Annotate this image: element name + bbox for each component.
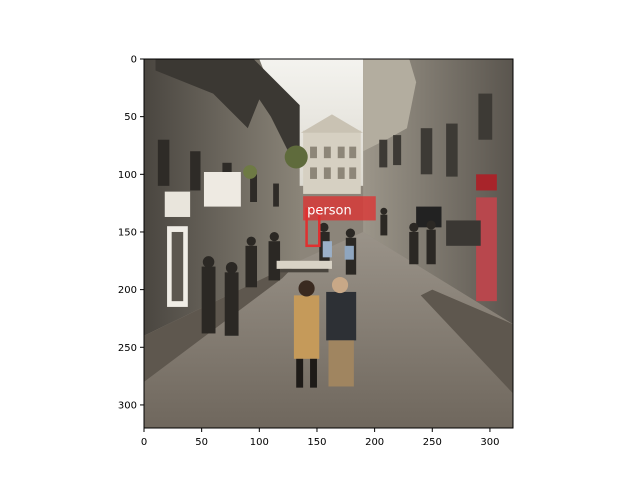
red-shop-door bbox=[476, 197, 497, 302]
y-axis: 0 50 100 150 200 250 300 bbox=[118, 55, 144, 411]
person-label-background bbox=[303, 196, 376, 221]
y-tick-label: 200 bbox=[118, 285, 137, 296]
x-tick-label: 100 bbox=[250, 437, 269, 448]
woman-coat bbox=[293, 295, 320, 359]
y-tick-label: 100 bbox=[118, 170, 137, 181]
man-jacket bbox=[326, 291, 357, 341]
y-tick-label: 50 bbox=[124, 112, 137, 123]
axes-frame bbox=[143, 58, 514, 429]
right-sidewalk bbox=[420, 289, 513, 394]
x-tick-label: 150 bbox=[307, 437, 326, 448]
y-tick-label: 0 bbox=[131, 55, 137, 66]
x-tick-label: 250 bbox=[423, 437, 442, 448]
pedestrians bbox=[201, 207, 436, 388]
person-label: person bbox=[307, 203, 352, 218]
poster-sign bbox=[203, 172, 241, 207]
x-tick-label: 50 bbox=[195, 437, 208, 448]
red-shop-sign bbox=[476, 174, 497, 191]
detection-overlay: person bbox=[303, 196, 376, 248]
x-tick-label: 0 bbox=[141, 437, 147, 448]
y-tick-label: 150 bbox=[118, 227, 137, 238]
x-tick-label: 300 bbox=[480, 437, 499, 448]
left-sidewalk bbox=[144, 260, 300, 382]
y-tick-label: 250 bbox=[118, 343, 137, 354]
street-photo bbox=[144, 59, 513, 428]
distant-building bbox=[303, 130, 361, 194]
x-axis: 0 50 100 150 200 250 300 bbox=[141, 428, 499, 448]
shop-sign-left bbox=[164, 191, 191, 217]
y-tick-label: 300 bbox=[118, 400, 137, 411]
x-tick-label: 200 bbox=[365, 437, 384, 448]
